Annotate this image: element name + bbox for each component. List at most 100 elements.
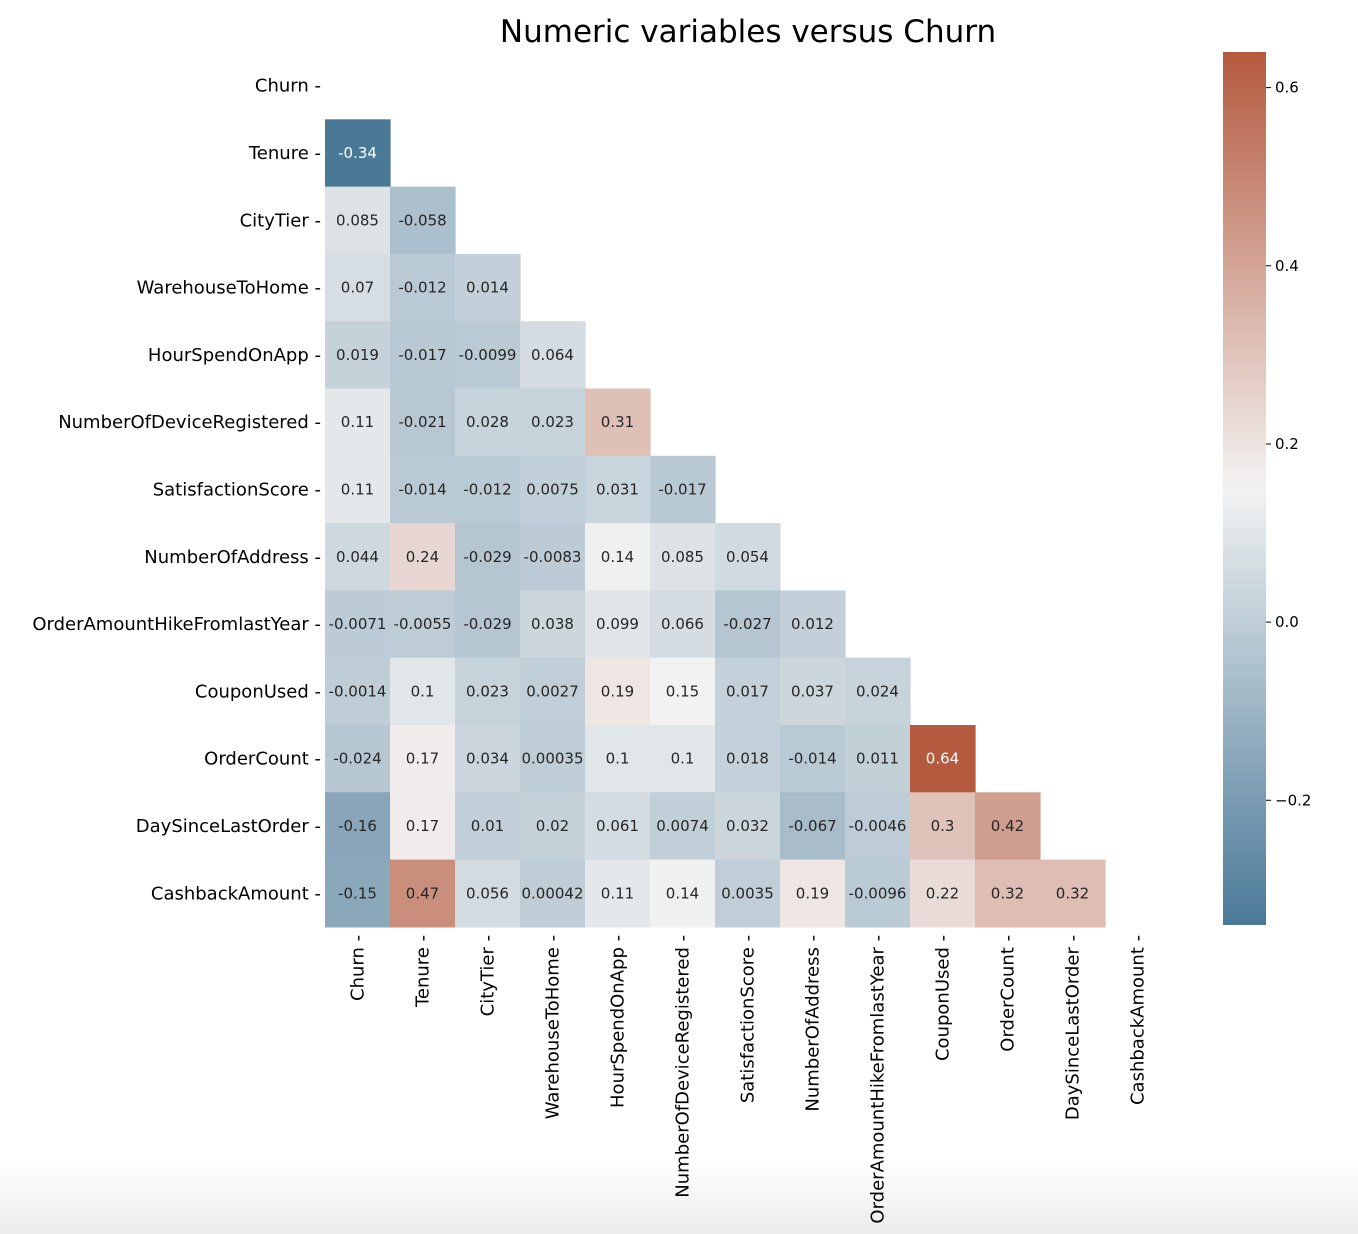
row-tick-labels: Churn - Tenure - CityTier - WarehouseToHome… bbox=[32, 76, 321, 905]
row-tick-label: Tenure - bbox=[248, 143, 321, 164]
colorbar-tick-label: 0.0 bbox=[1275, 613, 1299, 631]
cell-value-label: -0.012 bbox=[398, 279, 446, 297]
cell-value-label: -0.017 bbox=[398, 346, 446, 364]
cell-value-label: -0.15 bbox=[338, 884, 377, 902]
column-tick-label: HourSpendOnApp - bbox=[608, 935, 629, 1108]
cell-value-label: 0.3 bbox=[931, 817, 955, 835]
heatmap-cell bbox=[715, 859, 781, 928]
heatmap-cell bbox=[325, 657, 391, 726]
heatmap-cell bbox=[715, 657, 781, 726]
cell-value-label: 0.1 bbox=[606, 750, 630, 768]
cell-value-label: -0.0099 bbox=[459, 346, 517, 364]
cell-value-label: 0.028 bbox=[466, 413, 509, 431]
heatmap-cell bbox=[455, 657, 521, 726]
row-tick-label: OrderCount - bbox=[204, 749, 321, 770]
heatmap-cell bbox=[520, 321, 586, 390]
cell-value-label: 0.1 bbox=[671, 750, 695, 768]
cell-value-label: 0.023 bbox=[531, 413, 574, 431]
cell-value-label: 0.00042 bbox=[521, 884, 583, 902]
cell-value-label: -0.0071 bbox=[329, 615, 387, 633]
cell-value-label: -0.0014 bbox=[329, 682, 387, 700]
column-tick-label: WarehouseToHome - bbox=[543, 935, 564, 1119]
cell-value-label: -0.014 bbox=[788, 750, 836, 768]
cell-value-label: 0.0027 bbox=[526, 682, 579, 700]
heatmap-cell bbox=[585, 388, 651, 457]
heatmap-cell bbox=[325, 725, 391, 793]
column-tick-label: OrderCount - bbox=[998, 935, 1019, 1052]
cell-value-label: 0.019 bbox=[336, 346, 379, 364]
chart-title: Numeric variables versus Churn bbox=[500, 14, 996, 50]
heatmap-cell bbox=[325, 590, 391, 659]
heatmap-cell bbox=[455, 455, 521, 524]
cell-value-label: 0.061 bbox=[596, 817, 639, 835]
heatmap-cell bbox=[520, 657, 586, 726]
colorbar-tick-label: 0.2 bbox=[1275, 435, 1299, 453]
row-tick-label: CashbackAmount - bbox=[151, 883, 321, 904]
cell-value-label: -0.029 bbox=[463, 548, 511, 566]
row-tick-label: WarehouseToHome - bbox=[137, 278, 321, 299]
column-tick-label: Tenure - bbox=[413, 935, 434, 1008]
heatmap-cell bbox=[585, 657, 651, 726]
cell-value-label: 0.099 bbox=[596, 615, 639, 633]
cell-value-label: 0.17 bbox=[406, 817, 439, 835]
cell-value-label: -0.34 bbox=[338, 144, 377, 162]
row-tick-label: Churn - bbox=[255, 76, 321, 97]
heatmap-cell bbox=[520, 792, 586, 861]
cell-value-label: 0.17 bbox=[406, 750, 439, 768]
row-tick-label: NumberOfDeviceRegistered - bbox=[58, 412, 321, 433]
heatmap-cell bbox=[585, 590, 651, 659]
cell-value-label: 0.014 bbox=[466, 279, 509, 297]
heatmap-cell bbox=[585, 792, 651, 861]
heatmap-cell bbox=[650, 523, 716, 591]
cell-value-label: 0.017 bbox=[726, 682, 769, 700]
cell-value-label: 0.19 bbox=[796, 884, 829, 902]
heatmap-cell bbox=[455, 859, 521, 928]
cell-value-label: 0.32 bbox=[991, 884, 1024, 902]
heatmap-cell bbox=[390, 321, 456, 390]
heatmap-cell bbox=[910, 725, 976, 793]
heatmap-cell bbox=[325, 792, 391, 861]
cell-value-label: 0.012 bbox=[791, 615, 834, 633]
column-tick-label: DaySinceLastOrder - bbox=[1063, 935, 1084, 1120]
cell-value-label: -0.029 bbox=[463, 615, 511, 633]
cell-value-label: -0.0046 bbox=[849, 817, 907, 835]
heatmap-cell bbox=[585, 455, 651, 524]
heatmap-cell bbox=[325, 455, 391, 524]
cell-value-label: -0.0055 bbox=[394, 615, 452, 633]
heatmap-cell bbox=[650, 725, 716, 793]
cell-value-label: 0.034 bbox=[466, 750, 509, 768]
heatmap-cell bbox=[715, 725, 781, 793]
cell-value-label: 0.066 bbox=[661, 615, 704, 633]
cell-value-label: -0.017 bbox=[658, 480, 706, 498]
cell-value-label: -0.012 bbox=[463, 480, 511, 498]
heatmap-cell bbox=[325, 253, 391, 322]
row-tick-label: DaySinceLastOrder - bbox=[136, 816, 321, 837]
cell-value-label: 0.0075 bbox=[526, 480, 579, 498]
heatmap-cell bbox=[325, 859, 391, 928]
cell-value-label: 0.22 bbox=[926, 884, 959, 902]
colorbar-tick-label: −0.2 bbox=[1275, 791, 1311, 809]
colorbar: −0.2 0.0 0.2 0.4 0.6 bbox=[1223, 52, 1311, 925]
colorbar-gradient bbox=[1223, 52, 1266, 925]
heatmap-cell bbox=[715, 523, 781, 591]
row-tick-label: NumberOfAddress - bbox=[144, 547, 321, 568]
row-tick-label: HourSpendOnApp - bbox=[148, 345, 321, 366]
cell-value-label: -0.027 bbox=[723, 615, 771, 633]
heatmap-cell bbox=[455, 792, 521, 861]
cell-value-label: 0.14 bbox=[666, 884, 699, 902]
cell-value-label: 0.11 bbox=[601, 884, 634, 902]
column-tick-labels: Churn - Tenure - CityTier - WarehouseToHome… bbox=[348, 935, 1149, 1224]
column-tick-label: NumberOfAddress - bbox=[803, 935, 824, 1112]
heatmap-cell bbox=[715, 792, 781, 861]
cell-value-label: -0.024 bbox=[333, 750, 381, 768]
heatmap-cell bbox=[390, 455, 456, 524]
heatmap-cell bbox=[325, 186, 391, 255]
colorbar-tick-label: 0.6 bbox=[1275, 79, 1299, 97]
cell-value-label: 0.085 bbox=[336, 211, 379, 229]
heatmap-cell bbox=[780, 657, 846, 726]
row-tick-label: CouponUsed - bbox=[195, 681, 321, 702]
heatmap-cell bbox=[520, 455, 586, 524]
cell-value-label: 0.00035 bbox=[521, 750, 583, 768]
column-tick-label: CouponUsed - bbox=[933, 935, 954, 1061]
